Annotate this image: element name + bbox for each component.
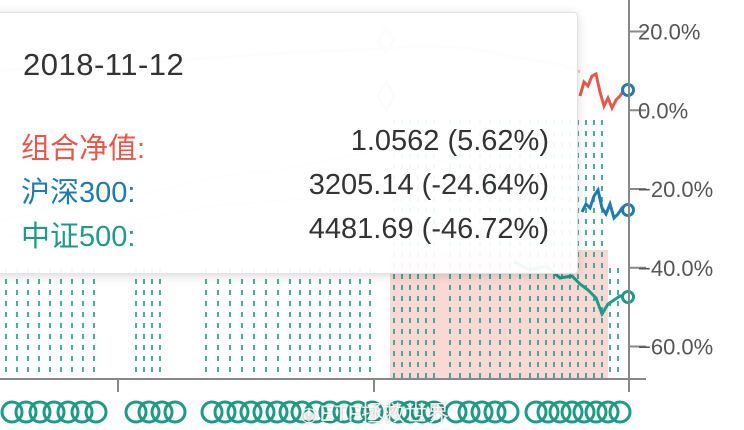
tooltip-label: 组合净值: bbox=[21, 133, 146, 165]
event-circle-marker[interactable] bbox=[265, 400, 289, 424]
event-circle-marker[interactable] bbox=[548, 400, 572, 424]
event-circle-marker[interactable] bbox=[360, 400, 384, 424]
event-circle-marker[interactable] bbox=[410, 400, 434, 424]
event-circle-marker[interactable] bbox=[572, 400, 596, 424]
chart-tooltip: 2018-11-12 组合净值: 1.0562 (5.62%) 沪深300: 3… bbox=[0, 12, 578, 274]
y-axis-ticks: 20.0% 0.0% −20.0% −40.0% −60.0% bbox=[629, 20, 713, 360]
event-circle-marker[interactable] bbox=[278, 400, 302, 424]
event-circle-marker[interactable] bbox=[252, 400, 276, 424]
event-circle-marker[interactable] bbox=[496, 400, 520, 424]
event-circle-marker[interactable] bbox=[84, 400, 108, 424]
event-circle-marker[interactable] bbox=[596, 400, 620, 424]
tooltip-row-zz500: 中证500: 4481.69 (-46.72%) bbox=[21, 213, 549, 253]
event-circle-marker[interactable] bbox=[584, 400, 608, 424]
event-circle-marker[interactable] bbox=[200, 400, 224, 424]
tooltip-date: 2018-11-12 bbox=[23, 47, 185, 82]
event-circle-marker[interactable] bbox=[386, 400, 410, 424]
event-circle-marker[interactable] bbox=[483, 400, 507, 424]
event-circle-marker[interactable] bbox=[560, 400, 584, 424]
event-circle-marker[interactable] bbox=[226, 400, 250, 424]
y-tick-label: −20.0% bbox=[638, 177, 713, 202]
y-tick-label: 0.0% bbox=[638, 98, 688, 123]
event-circle-marker[interactable] bbox=[137, 400, 161, 424]
event-circle-marker[interactable] bbox=[42, 400, 66, 424]
event-lines bbox=[5, 120, 619, 378]
event-circle-marker[interactable] bbox=[304, 400, 328, 424]
event-circle-marker[interactable] bbox=[124, 400, 148, 424]
tooltip-value: 3205.14 (-24.64%) bbox=[308, 169, 549, 201]
weibo-icon: ◉ bbox=[300, 404, 318, 426]
event-circle-marker[interactable] bbox=[150, 400, 174, 424]
event-marker-row[interactable] bbox=[0, 400, 632, 424]
event-circle-marker[interactable] bbox=[608, 400, 632, 424]
tooltip-value: 1.0562 (5.62%) bbox=[350, 125, 549, 157]
event-circle-marker[interactable] bbox=[213, 400, 237, 424]
tooltip-label: 沪深300: bbox=[21, 177, 136, 209]
watermark: ◉ETF拯救世界 bbox=[300, 396, 449, 428]
event-circle-marker[interactable] bbox=[28, 400, 52, 424]
event-circle-marker[interactable] bbox=[14, 400, 38, 424]
tooltip-row-hs300: 沪深300: 3205.14 (-24.64%) bbox=[21, 169, 549, 209]
event-circle-marker[interactable] bbox=[163, 400, 187, 424]
tooltip-label: 中证500: bbox=[21, 221, 136, 253]
portfolio-line bbox=[578, 71, 628, 112]
event-circle-marker[interactable] bbox=[318, 400, 342, 424]
event-circle-marker[interactable] bbox=[444, 400, 468, 424]
event-circle-marker[interactable] bbox=[0, 400, 24, 424]
event-circle-marker[interactable] bbox=[524, 400, 548, 424]
tooltip-value: 4481.69 (-46.72%) bbox=[308, 213, 549, 245]
y-tick-label: 20.0% bbox=[638, 20, 700, 45]
event-circle-marker[interactable] bbox=[536, 400, 560, 424]
y-tick-label: −40.0% bbox=[638, 256, 713, 281]
event-circle-marker[interactable] bbox=[457, 400, 481, 424]
watermark-text: ETF拯救世界 bbox=[319, 401, 450, 426]
event-circle-marker[interactable] bbox=[422, 400, 446, 424]
event-circle-marker[interactable] bbox=[398, 400, 422, 424]
event-circle-marker[interactable] bbox=[70, 400, 94, 424]
event-circle-marker[interactable] bbox=[290, 400, 314, 424]
event-circle-marker[interactable] bbox=[332, 400, 356, 424]
event-circle-marker[interactable] bbox=[56, 400, 80, 424]
tooltip-row-portfolio: 组合净值: 1.0562 (5.62%) bbox=[21, 125, 549, 165]
y-tick-label: −60.0% bbox=[638, 335, 713, 360]
event-circle-marker[interactable] bbox=[239, 400, 263, 424]
event-circle-marker[interactable] bbox=[346, 400, 370, 424]
event-circle-marker[interactable] bbox=[470, 400, 494, 424]
